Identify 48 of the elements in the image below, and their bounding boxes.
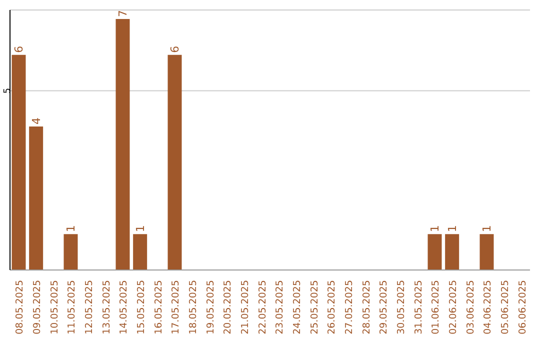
x-tick-label: 14.05.2025 <box>118 280 130 334</box>
x-tick-label: 18.05.2025 <box>188 280 199 334</box>
bar <box>64 234 78 270</box>
x-tick-label: 02.06.2025 <box>448 280 459 334</box>
x-tick-label: 05.06.2025 <box>500 280 511 334</box>
x-tick-label: 29.05.2025 <box>378 280 390 334</box>
data-label: 1 <box>134 225 148 232</box>
x-tick-label: 13.05.2025 <box>101 280 112 334</box>
bar <box>12 54 26 270</box>
data-label: 4 <box>30 118 44 125</box>
bar <box>168 54 182 270</box>
bar <box>133 234 148 270</box>
x-tick-label: 23.05.2025 <box>274 280 286 334</box>
data-label: 1 <box>480 225 494 232</box>
bar <box>428 234 442 270</box>
data-label: 6 <box>168 46 182 53</box>
x-tick-label: 20.05.2025 <box>222 280 234 334</box>
x-tick-label: 04.06.2025 <box>482 280 494 334</box>
x-tick-label: 27.05.2025 <box>344 280 355 334</box>
x-tick-label: 19.05.2025 <box>205 280 216 334</box>
x-tick-label: 11.05.2025 <box>66 280 78 334</box>
x-tick-label: 21.05.2025 <box>240 280 251 334</box>
x-tick-label: 08.05.2025 <box>14 280 26 334</box>
x-tick-label: 16.05.2025 <box>153 280 164 334</box>
x-tick-label: 31.05.2025 <box>413 280 424 334</box>
x-tick-label: 30.05.2025 <box>396 280 407 334</box>
data-label: 7 <box>116 10 130 17</box>
x-tick-label: 22.05.2025 <box>257 280 268 334</box>
x-tick-label: 17.05.2025 <box>170 280 182 334</box>
data-label: 6 <box>12 46 26 53</box>
x-tick-label: 09.05.2025 <box>32 280 43 334</box>
data-label: 1 <box>428 225 442 232</box>
x-tick-label: 26.05.2025 <box>326 280 338 334</box>
x-tick-label: 01.06.2025 <box>430 280 442 334</box>
bar <box>480 234 494 270</box>
bar <box>29 126 44 270</box>
data-label: 1 <box>64 225 78 232</box>
x-tick-label: 12.05.2025 <box>84 280 95 334</box>
x-tick-label: 24.05.2025 <box>292 280 303 334</box>
x-tick-label: 15.05.2025 <box>136 280 147 334</box>
data-label: 1 <box>446 225 460 232</box>
x-tick-label: 28.05.2025 <box>361 280 372 334</box>
bar <box>445 234 460 270</box>
x-tick-label: 25.05.2025 <box>309 280 320 334</box>
x-tick-label: 10.05.2025 <box>49 280 60 334</box>
x-tick-label: 06.06.2025 <box>517 280 528 334</box>
bar <box>116 18 130 270</box>
x-tick-label: 03.06.2025 <box>465 280 476 334</box>
